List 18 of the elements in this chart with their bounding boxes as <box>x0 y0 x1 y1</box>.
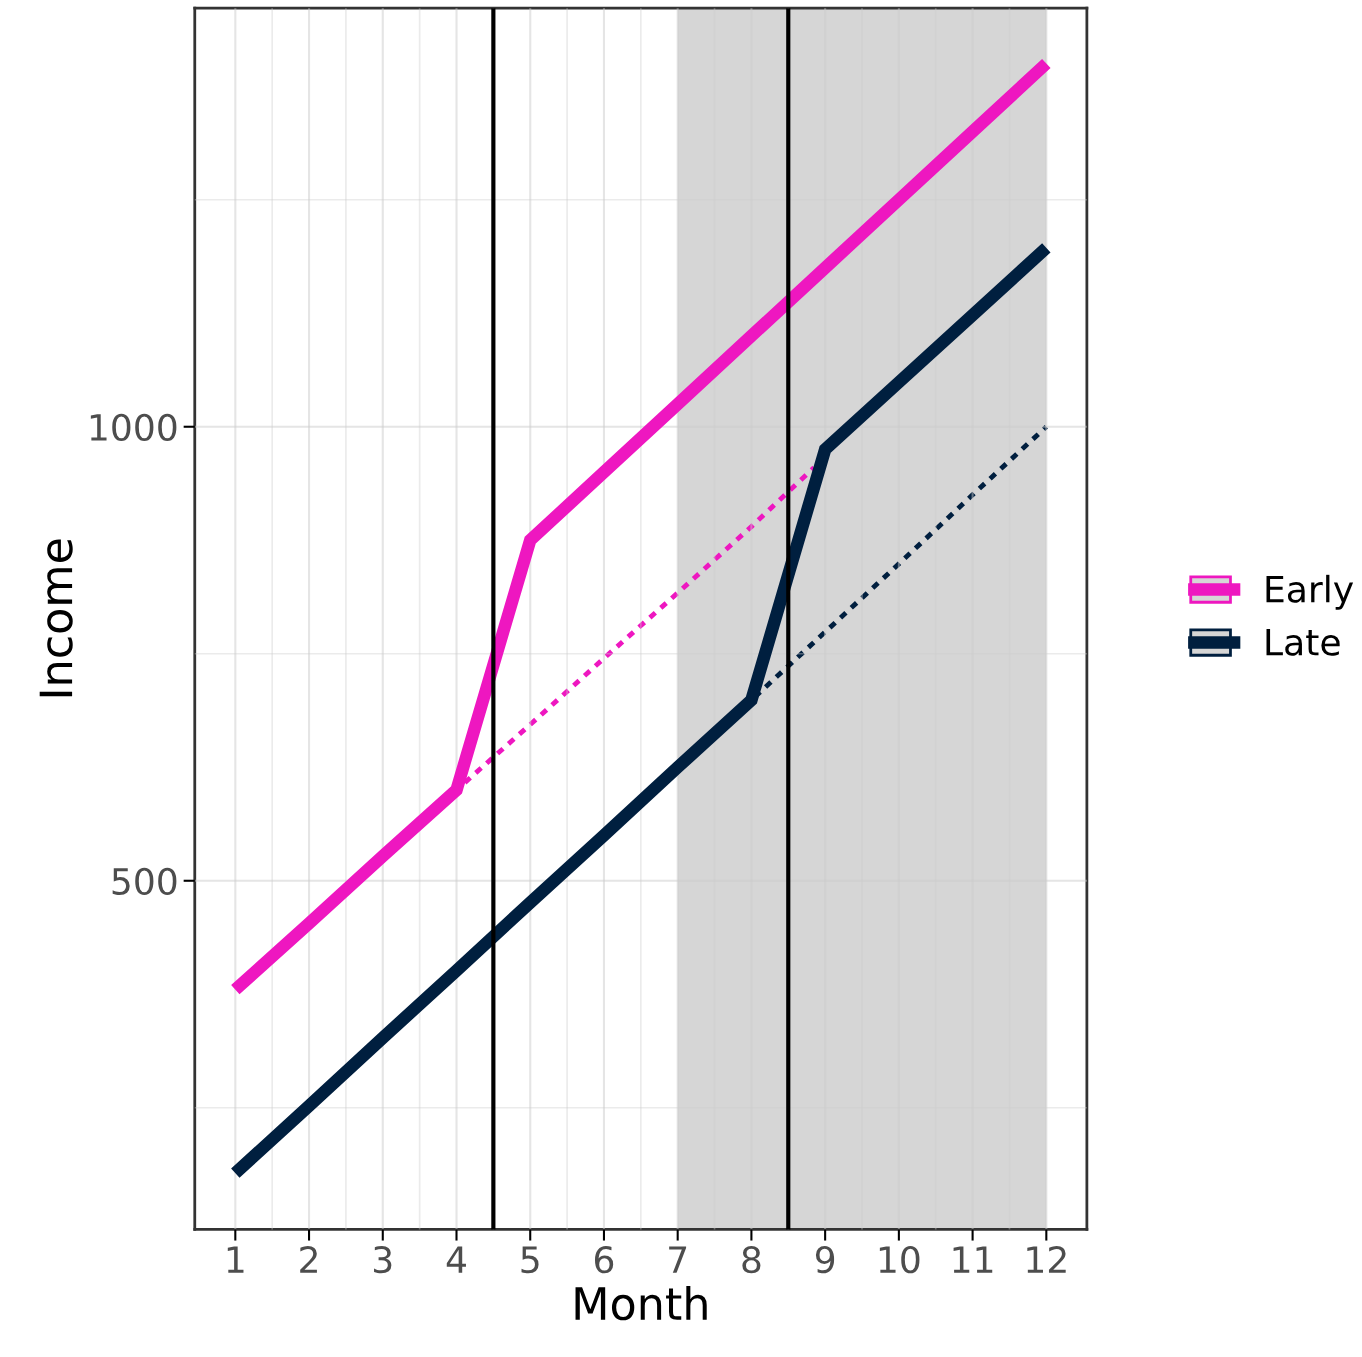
x-tick-label: 5 <box>521 1246 539 1274</box>
legend-label: Early <box>1266 574 1354 610</box>
x-tick-label: 2 <box>300 1246 317 1273</box>
x-tick-label: 10 <box>879 1246 920 1274</box>
x-tick-label: 3 <box>374 1246 392 1274</box>
x-tick-label: 9 <box>815 1246 835 1274</box>
y-tick-label: 500 <box>112 867 177 895</box>
x-tick-label: 7 <box>669 1246 687 1273</box>
x-tick-label: 4 <box>446 1246 466 1273</box>
y-tick-label: 1000 <box>90 413 177 441</box>
x-tick-label: 1 <box>227 1246 244 1273</box>
x-axis-title: Month <box>575 1285 707 1321</box>
x-tick-label: 12 <box>1027 1246 1066 1273</box>
x-tick-label: 6 <box>594 1246 614 1274</box>
x-tick-label: 11 <box>953 1246 993 1273</box>
y-axis-title: Income <box>39 539 73 697</box>
legend-label: Late <box>1266 628 1340 656</box>
x-tick-label: 8 <box>742 1246 761 1274</box>
